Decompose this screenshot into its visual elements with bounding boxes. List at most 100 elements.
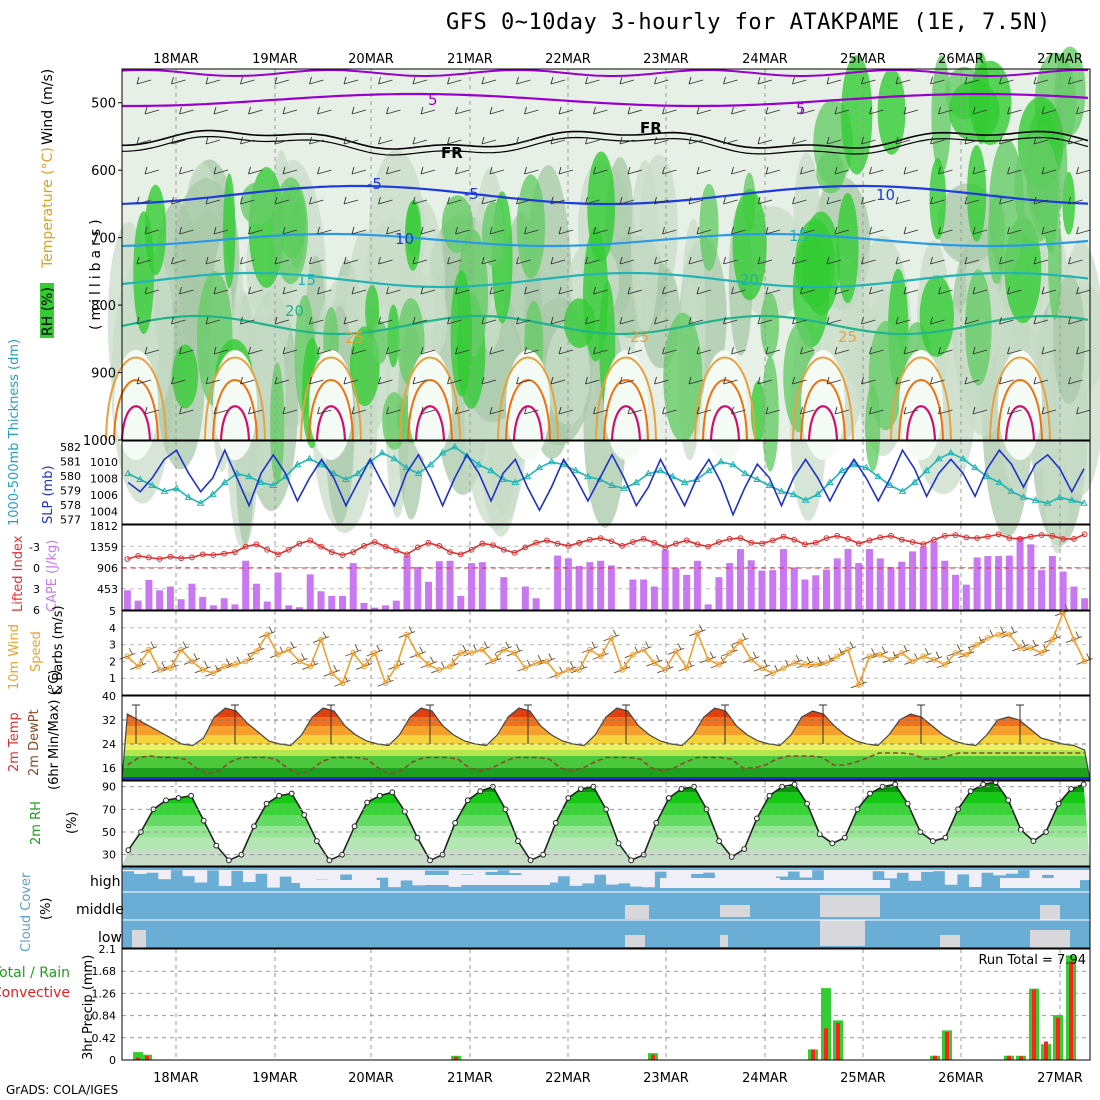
thickness-line-point (801, 496, 810, 503)
panel-frame (121, 440, 1091, 525)
rh-line-point (728, 854, 735, 860)
wind-barb-icon (516, 196, 531, 205)
rh-shading (309, 350, 353, 460)
wind-speed-line-point (318, 636, 324, 643)
high-cloud-gap (593, 870, 607, 875)
rh-shading (1053, 274, 1086, 405)
wind-barb-icon (938, 166, 953, 175)
rh-line-point (175, 795, 182, 801)
contour-label: 15 (297, 271, 316, 289)
rh-line-point (288, 790, 295, 797)
wind-barb-icon (999, 196, 1014, 205)
wind-barb-icon (317, 346, 332, 355)
wind-barb-icon (627, 226, 643, 235)
isotherm-35 (610, 405, 642, 441)
thickness-line-point (160, 487, 169, 494)
y-tick-label: 906 (97, 562, 118, 575)
wind-barb-icon (662, 406, 677, 415)
bottom-date-label: 23MAR (643, 1071, 689, 1086)
wind-barb-icon (731, 346, 746, 355)
wind-barb-icon (1033, 376, 1049, 385)
li-line-point (694, 541, 701, 548)
wind-barb-icon (585, 256, 600, 265)
cape-bar (156, 590, 164, 610)
clear-patch (820, 920, 865, 946)
isotherm-25 (105, 356, 167, 441)
li-line-point (135, 553, 142, 559)
bottom-date-label: 18MAR (153, 1071, 199, 1086)
wind-barb-icon (420, 286, 436, 295)
wind-barb-icon (765, 226, 781, 235)
wind-barb-icon (309, 256, 324, 265)
wind-barb-icon (869, 166, 884, 175)
bottom-date-label: 21MAR (447, 1071, 493, 1086)
rh-shading (998, 350, 1042, 460)
li-line (127, 533, 1085, 560)
wind-barb-icon (489, 346, 505, 355)
thickness-line-point (862, 463, 871, 471)
wind-barb-icon (386, 406, 401, 415)
y-tick-label: 579 (60, 485, 81, 498)
wind-barb-icon (861, 376, 876, 385)
isotherm-35 (807, 405, 839, 441)
wind-barb-icon (524, 166, 539, 175)
wind-barb-icon (999, 256, 1014, 265)
rh-line-point (515, 838, 521, 844)
thickness-line-point (668, 472, 677, 480)
high-cloud-gap (300, 880, 380, 888)
contour-label: 25 (630, 328, 649, 346)
rh-line-point (376, 792, 383, 799)
thickness-line-point (378, 448, 387, 456)
wind-barb-icon (144, 286, 160, 295)
wind-speed-line-point (447, 663, 453, 670)
wind-barb-icon (895, 376, 911, 385)
wind-speed-line-point (952, 650, 959, 656)
wind-barb-icon (248, 106, 263, 115)
wind-barb-icon (834, 346, 850, 355)
precip-convective-bar (1069, 961, 1073, 1060)
thickness-line-point (934, 454, 943, 462)
wind-speed-line-point (898, 650, 905, 656)
rh-shading (114, 350, 158, 460)
y-tick-label: -3 (29, 541, 40, 554)
wind-speed-line-point (974, 641, 980, 648)
wind-speed-line-point (350, 650, 357, 656)
wind-barb-icon (869, 286, 884, 295)
wind-barb-icon (309, 376, 324, 385)
wind-speed-line-point (716, 661, 722, 668)
panel-frame (121, 695, 1091, 781)
li-line-point (307, 537, 314, 544)
li-line-point (834, 532, 841, 539)
wind-barb-icon (1068, 256, 1083, 265)
y-axis-label: (%) (65, 812, 80, 835)
cape-bar (995, 556, 1003, 610)
wind-barb-icon (972, 406, 988, 415)
isotherm-30 (407, 379, 453, 441)
rh-line-point (552, 820, 559, 826)
wind-speed-line-point (640, 646, 647, 653)
thickness-line-point (402, 463, 411, 471)
precip-total-bar (821, 988, 831, 1060)
wind-speed-line-point (1017, 645, 1023, 651)
wind-barb-icon (869, 406, 884, 415)
thickness-line-point (838, 466, 846, 474)
wind-speed-line-point (393, 663, 400, 670)
wind-speed-line-point (178, 646, 185, 653)
wind-barb-icon (1033, 136, 1049, 145)
high-cloud-gap (255, 870, 268, 874)
wind-barb-icon (731, 406, 746, 415)
wind-barb-icon (696, 346, 712, 355)
wind-speed-line-point (586, 646, 593, 653)
wind-barb-icon (516, 136, 531, 145)
li-line-point (511, 549, 518, 556)
high-cloud-gap (969, 870, 982, 887)
y-tick-label: 2 (109, 655, 116, 668)
wind-barb-icon (585, 76, 600, 85)
li-line-point (1070, 536, 1077, 542)
wind-barb-icon (585, 196, 600, 205)
cape-bar (887, 566, 895, 610)
li-line-point (780, 533, 787, 540)
wind-barb-icon (213, 166, 229, 175)
wind-barb-icon (171, 136, 186, 145)
